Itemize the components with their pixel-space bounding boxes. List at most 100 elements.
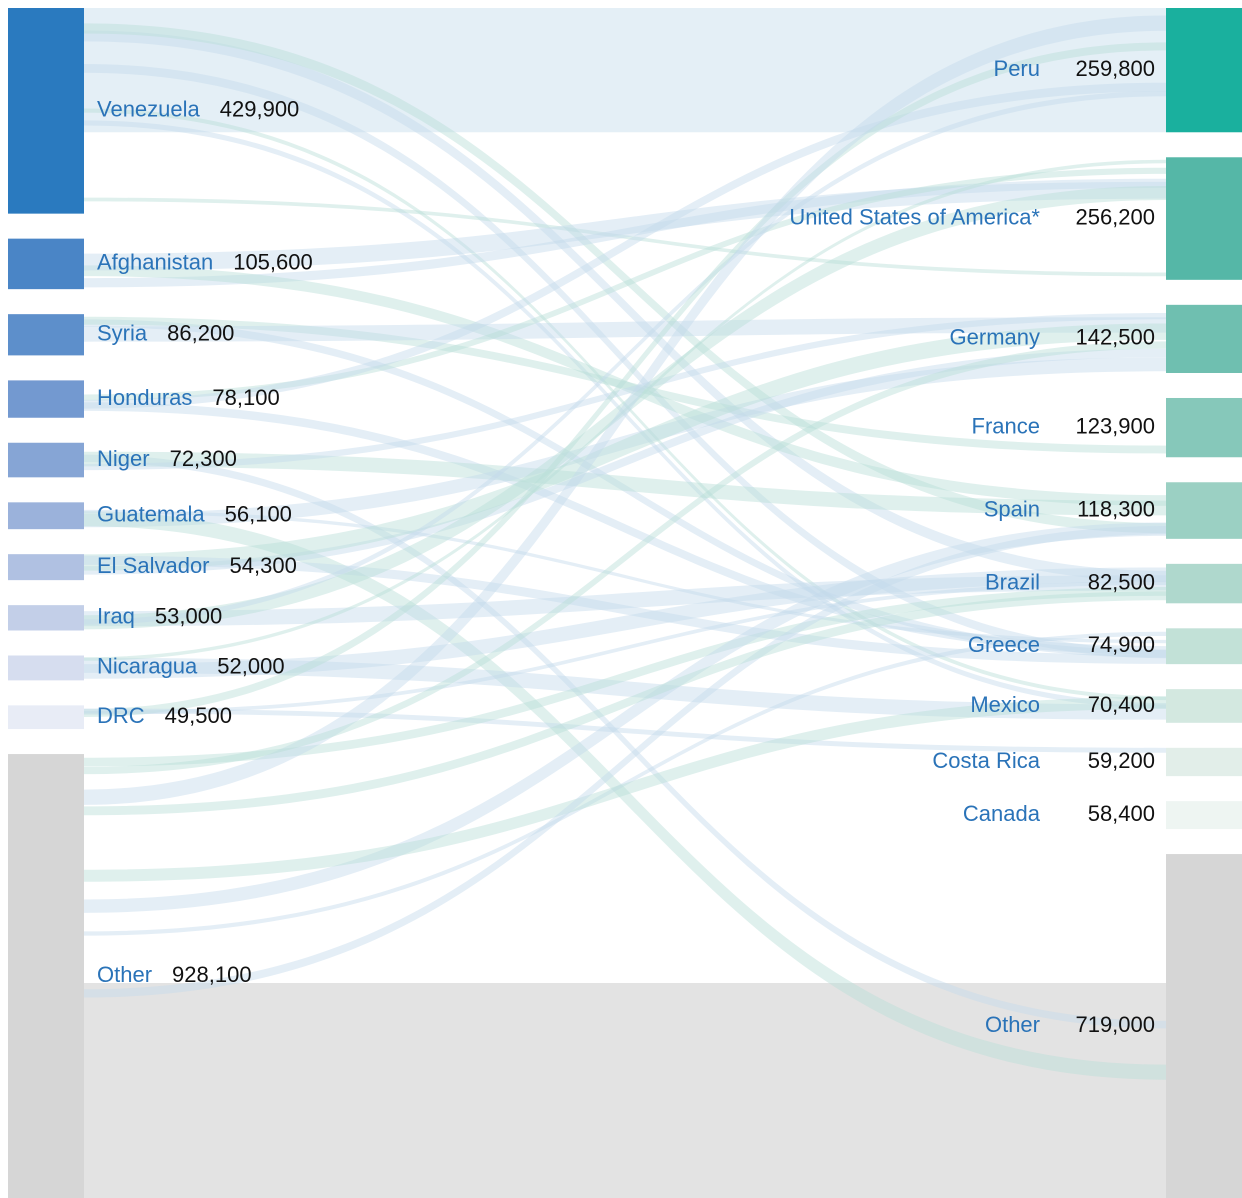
flow <box>84 526 1166 998</box>
node-value: 118,300 <box>1077 496 1155 521</box>
flow <box>84 555 1166 664</box>
node <box>1166 8 1242 133</box>
node <box>8 380 84 418</box>
flow <box>84 319 1166 658</box>
flows <box>84 8 1166 1198</box>
node-name: Germany <box>950 325 1040 350</box>
node-value: 54,300 <box>230 553 297 578</box>
node-value: 259,800 <box>1075 56 1155 81</box>
node <box>1166 854 1242 1198</box>
flow <box>84 451 1166 516</box>
node-name: Niger <box>97 446 150 471</box>
node-value: 78,100 <box>212 385 279 410</box>
node-value: 86,200 <box>167 321 234 346</box>
node <box>1166 304 1242 373</box>
flow <box>84 348 1166 575</box>
flow <box>84 509 1166 644</box>
flow <box>84 167 1166 401</box>
node <box>8 605 84 631</box>
node-name: Other <box>97 962 152 987</box>
flow <box>84 511 1166 1080</box>
node <box>8 554 84 581</box>
flow <box>84 108 1166 701</box>
node-value: 928,100 <box>172 962 252 987</box>
flow <box>84 23 1166 534</box>
node <box>8 502 84 530</box>
node <box>1166 482 1242 539</box>
node <box>1166 628 1242 665</box>
flow <box>84 15 1166 805</box>
flow <box>84 708 1166 753</box>
node-name: France <box>972 413 1040 438</box>
node <box>8 705 84 730</box>
node <box>8 8 84 214</box>
flow <box>84 316 1166 454</box>
node-value: 52,000 <box>217 654 284 679</box>
node <box>8 238 84 290</box>
flow <box>84 91 1166 625</box>
node-name: Honduras <box>97 385 192 410</box>
flow <box>84 42 1166 717</box>
flow <box>84 657 1166 720</box>
node-name: Canada <box>963 801 1041 826</box>
flow <box>84 341 1166 775</box>
node <box>8 754 84 1198</box>
node <box>1166 563 1242 604</box>
flow <box>84 454 1166 1029</box>
node-name: DRC <box>97 703 145 728</box>
node-name: United States of America* <box>789 204 1040 229</box>
node-value: 58,400 <box>1088 801 1155 826</box>
flow <box>84 402 1166 655</box>
node-name: Nicaragua <box>97 654 198 679</box>
node-value: 123,900 <box>1075 413 1155 438</box>
flow <box>84 631 1166 936</box>
node-name: Costa Rica <box>932 748 1040 773</box>
node-value: 719,000 <box>1075 1012 1155 1037</box>
node-name: Greece <box>968 632 1040 657</box>
node <box>1166 157 1242 280</box>
flow-band <box>84 983 1166 1198</box>
node-value: 72,300 <box>170 446 237 471</box>
node-value: 82,500 <box>1088 569 1155 594</box>
labels: Venezuela 429,900 Afghanistan 105,600 Syria 8… <box>97 56 1155 1037</box>
node-name: Venezuela <box>97 97 201 122</box>
node-value: 429,900 <box>220 97 300 122</box>
node-value: 53,000 <box>155 604 222 629</box>
node-value: 105,600 <box>233 250 313 275</box>
node-name: Peru <box>994 56 1040 81</box>
flow <box>84 323 1166 571</box>
node-value: 59,200 <box>1088 748 1155 773</box>
flow <box>84 591 1166 816</box>
node <box>1166 689 1242 723</box>
node-name: Syria <box>97 321 148 346</box>
flow <box>84 575 1166 627</box>
node <box>8 314 84 356</box>
flow <box>84 522 1166 913</box>
flow <box>84 265 1166 506</box>
node-value: 142,500 <box>1075 325 1155 350</box>
flow-band <box>84 8 1166 133</box>
node <box>1166 747 1242 777</box>
node-name: Afghanistan <box>97 250 213 275</box>
node-value: 49,500 <box>165 703 232 728</box>
node-name: Guatemala <box>97 502 205 527</box>
node-value: 70,400 <box>1088 692 1155 717</box>
node <box>1166 801 1242 830</box>
node-value: 256,200 <box>1075 204 1155 229</box>
flow <box>84 696 1166 882</box>
node-name: Other <box>985 1012 1040 1037</box>
flow <box>84 581 1166 715</box>
node-name: Iraq <box>97 604 135 629</box>
flow <box>84 312 1166 471</box>
node <box>1166 397 1242 458</box>
node <box>8 442 84 478</box>
flow <box>84 82 1166 409</box>
nodes <box>8 8 1242 1198</box>
flow <box>84 64 1166 659</box>
flow <box>84 30 1166 582</box>
flow <box>84 317 1166 342</box>
flow <box>84 181 1166 271</box>
flow <box>84 357 1166 528</box>
